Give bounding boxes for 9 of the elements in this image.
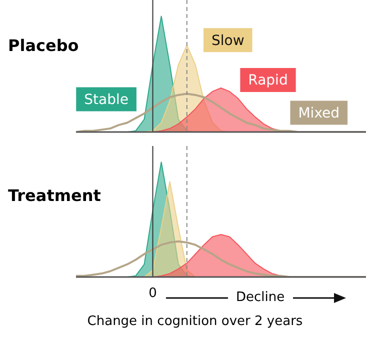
x-axis-title: Change in cognition over 2 years bbox=[86, 314, 304, 329]
series-label: Stable bbox=[84, 92, 128, 108]
series-label: Rapid bbox=[248, 72, 288, 89]
text: Decline bbox=[228, 289, 293, 307]
text: 0 bbox=[148, 286, 158, 301]
text: Placebo bbox=[8, 36, 79, 55]
text: Treatment bbox=[8, 186, 101, 205]
series-label: Mixed bbox=[298, 105, 340, 122]
series-label: Slow bbox=[211, 32, 244, 49]
